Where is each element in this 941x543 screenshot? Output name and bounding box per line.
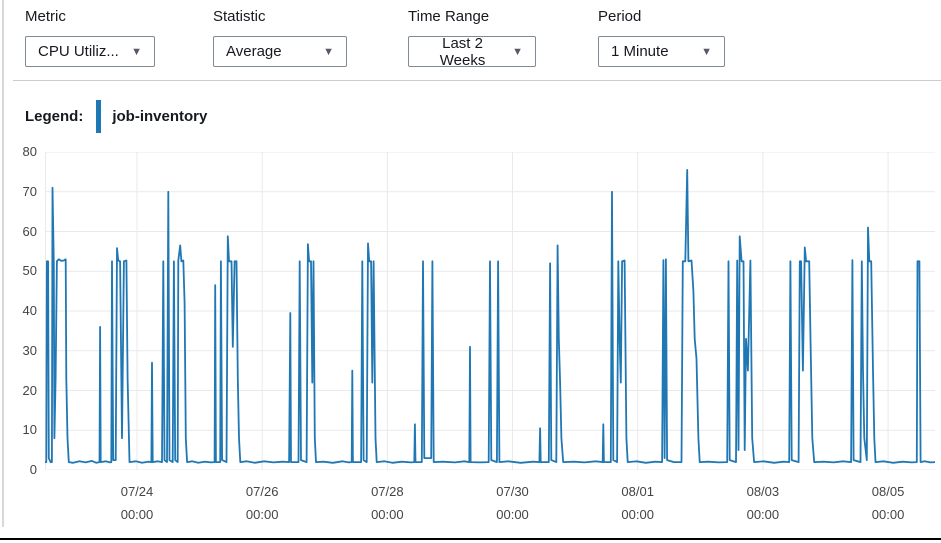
chevron-down-icon: ▼ [701, 45, 712, 58]
metric-label: Metric [25, 8, 66, 25]
cpu-utilization-chart[interactable] [45, 152, 935, 470]
chevron-down-icon: ▼ [512, 45, 523, 58]
x-tick-label: 08/05 00:00 [871, 484, 905, 522]
time-range-label: Time Range [408, 8, 490, 25]
legend-label: Legend: [25, 108, 84, 125]
period-control: Period 1 Minute ▼ [598, 8, 725, 67]
x-tick-label: 07/30 00:00 [496, 484, 529, 522]
x-tick-label: 07/28 00:00 [371, 484, 404, 522]
time-range-dropdown[interactable]: Last 2 Weeks ▼ [408, 34, 536, 69]
x-tick-label: 08/01 00:00 [621, 484, 654, 522]
y-tick-label: 0 [29, 462, 37, 477]
metric-dropdown-value: CPU Utiliz... [38, 43, 119, 60]
section-divider [13, 80, 941, 81]
chevron-down-icon: ▼ [323, 45, 334, 58]
metric-control: Metric CPU Utiliz... ▼ [25, 8, 155, 67]
x-tick-label: 07/24 00:00 [120, 484, 154, 522]
legend-color-swatch [96, 100, 102, 133]
y-tick-label: 10 [22, 422, 37, 438]
chart-legend: Legend: job-inventory [25, 100, 207, 133]
statistic-dropdown[interactable]: Average ▼ [213, 36, 347, 67]
metric-dropdown[interactable]: CPU Utiliz... ▼ [25, 36, 155, 67]
y-tick-label: 60 [22, 223, 37, 239]
y-tick-label: 20 [22, 382, 37, 398]
y-tick-label: 40 [22, 303, 37, 318]
y-tick-label: 80 [22, 144, 37, 159]
period-dropdown[interactable]: 1 Minute ▼ [598, 36, 725, 67]
legend-series-name: job-inventory [112, 108, 208, 125]
period-dropdown-value: 1 Minute [611, 43, 669, 60]
x-tick-label: 08/03 00:00 [746, 484, 780, 522]
statistic-label: Statistic [213, 8, 266, 25]
period-label: Period [598, 8, 642, 25]
y-tick-label: 50 [22, 263, 37, 279]
left-scrollbar[interactable] [2, 0, 4, 527]
statistic-dropdown-value: Average [226, 43, 282, 60]
x-tick-label: 07/26 00:00 [245, 484, 279, 522]
y-tick-label: 30 [22, 342, 37, 358]
time-range-control: Time Range Last 2 Weeks ▼ [408, 8, 536, 69]
time-range-dropdown-value: Last 2 Weeks [439, 34, 486, 69]
statistic-control: Statistic Average ▼ [213, 8, 347, 67]
y-tick-label: 70 [22, 183, 37, 199]
chevron-down-icon: ▼ [131, 45, 142, 58]
window-bottom-border [0, 538, 941, 540]
